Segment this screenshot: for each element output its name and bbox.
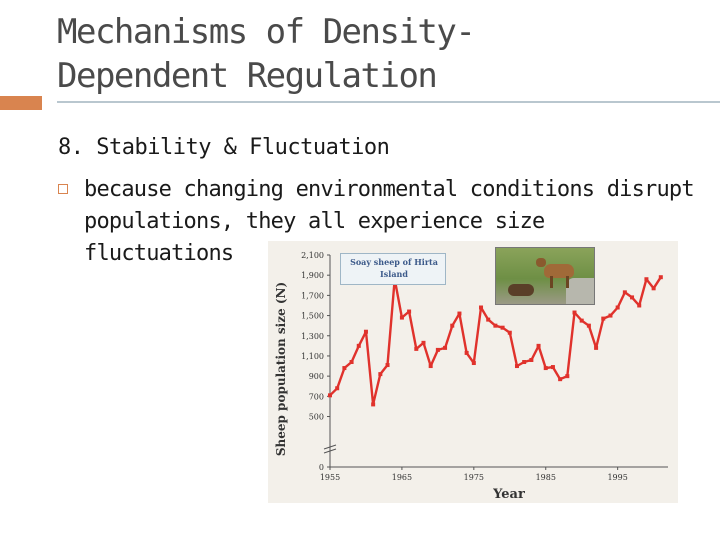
data-point: [363, 329, 368, 334]
sheep-head-shape: [536, 258, 546, 267]
title-underline: [57, 101, 720, 103]
data-point: [378, 372, 383, 377]
data-point: [385, 363, 390, 368]
data-point: [644, 277, 649, 282]
data-point: [550, 365, 555, 370]
data-point: [586, 323, 591, 328]
y-tick-label: 700: [309, 392, 324, 401]
data-point: [637, 303, 642, 308]
title-accent-block: [0, 96, 42, 110]
y-tick-label: 0: [319, 463, 324, 472]
slide-title-line-2: Dependent Regulation: [57, 56, 438, 96]
sheep-leg-shape: [550, 276, 553, 288]
data-point: [457, 311, 462, 316]
data-point: [658, 275, 663, 280]
inset-label-line-2: Island: [380, 269, 408, 279]
population-chart: 0 500 700 900 1,100 1,300 1,500 1,700 1,900 2,100…: [268, 241, 678, 503]
data-point: [464, 350, 469, 355]
data-point: [421, 340, 426, 345]
data-point: [493, 323, 498, 328]
data-point: [529, 357, 534, 362]
data-point: [479, 305, 484, 310]
y-axis-label: Sheep population size (N): [274, 282, 288, 456]
data-point: [630, 295, 635, 300]
data-point: [428, 364, 433, 369]
grazing-sheep-shape: [508, 284, 534, 296]
data-point: [572, 310, 577, 315]
data-point: [543, 366, 548, 371]
data-point: [615, 305, 620, 310]
data-point: [579, 318, 584, 323]
axis-break-mark: [323, 448, 337, 454]
data-point: [414, 346, 419, 351]
data-point: [500, 325, 505, 330]
data-point: [558, 377, 563, 382]
data-point: [328, 393, 332, 398]
inset-label-line-1: Soay sheep of Hirta: [350, 257, 438, 267]
data-point: [342, 366, 347, 371]
slide-title-line-1: Mechanisms of Density-: [57, 12, 476, 52]
x-tick-label: 1975: [464, 473, 484, 482]
rock-shape: [566, 278, 594, 304]
data-point: [335, 386, 340, 391]
x-tick-label: 1985: [536, 473, 556, 482]
section-heading: 8. Stability & Fluctuation: [58, 135, 390, 160]
data-point: [407, 309, 412, 314]
data-point: [450, 323, 455, 328]
y-tick-label: 2,100: [301, 251, 324, 260]
y-tick-label: 500: [309, 413, 324, 422]
data-point: [435, 347, 440, 352]
data-point: [622, 290, 627, 295]
data-point: [471, 361, 476, 366]
data-point: [399, 315, 404, 320]
data-point: [514, 364, 519, 369]
data-point: [594, 345, 599, 350]
data-point: [651, 286, 656, 291]
axis-break-mark: [323, 444, 337, 450]
sheep-leg-shape: [566, 276, 569, 288]
data-point: [565, 374, 570, 379]
y-tick-label: 900: [309, 372, 324, 381]
data-point: [356, 343, 361, 348]
x-tick-label: 1965: [392, 473, 412, 482]
y-tick-label: 1,900: [301, 271, 324, 280]
y-tick-label: 1,300: [301, 332, 324, 341]
y-tick-label: 1,700: [301, 291, 324, 300]
x-tick-label: 1955: [320, 473, 340, 482]
data-point: [371, 402, 376, 407]
data-point: [522, 360, 527, 365]
chart-svg: 0 500 700 900 1,100 1,300 1,500 1,700 1,900 2,100…: [274, 251, 668, 502]
bullet-square-icon: [58, 184, 68, 194]
slide-title: Mechanisms of Density- Dependent Regulat…: [57, 10, 697, 98]
data-point: [601, 316, 606, 321]
bullet-text: because changing environmental condition…: [84, 177, 695, 266]
chart-inset-label: Soay sheep of Hirta Island: [340, 253, 446, 285]
data-point: [349, 360, 354, 365]
sheep-photo-icon: [495, 247, 595, 305]
data-point: [536, 343, 541, 348]
data-point: [443, 345, 448, 350]
x-tick-label: 1995: [607, 473, 627, 482]
x-axis-label: Year: [492, 487, 525, 502]
data-point: [608, 313, 613, 318]
y-tick-label: 1,100: [301, 352, 324, 361]
data-point: [486, 317, 491, 322]
sheep-body-shape: [544, 264, 574, 278]
y-tick-label: 1,500: [301, 312, 324, 321]
data-point: [507, 330, 512, 335]
